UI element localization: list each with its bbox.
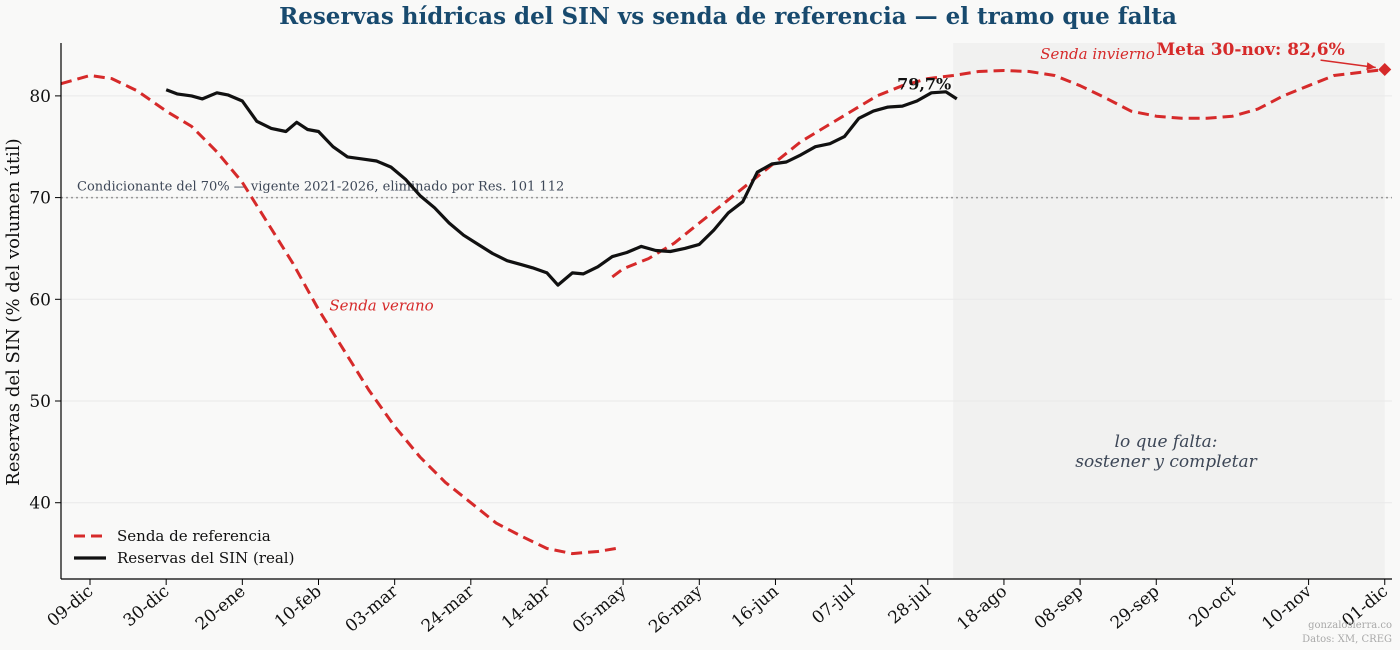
credit-site: gonzalosierra.co xyxy=(1308,620,1392,631)
last-value-label: 79,7% xyxy=(897,75,951,94)
series-reservas-sin-real-line xyxy=(165,88,958,287)
credit-source: Datos: XM, CREG xyxy=(1302,634,1392,645)
y-tick-label-60: 60 xyxy=(29,290,51,310)
senda-verano-label: Senda verano xyxy=(329,296,433,314)
senda-segment-2 xyxy=(611,67,1385,279)
senda-segment-1 xyxy=(60,74,617,556)
legend: Senda de referencia Reservas del SIN (re… xyxy=(74,527,294,567)
threshold-70-label: Condicionante del 70% — vigente 2021-202… xyxy=(77,180,564,195)
y-tick-label-50: 50 xyxy=(29,392,51,412)
gap-annotation-line2: sostener y completar xyxy=(1075,452,1257,472)
legend-label-senda: Senda de referencia xyxy=(117,527,271,545)
y-tick-label-80: 80 xyxy=(29,87,51,107)
chart-title: Reservas hídricas del SIN vs senda de re… xyxy=(279,3,1177,30)
y-tick-label-40: 40 xyxy=(29,494,51,514)
senda-invierno-label: Senda invierno xyxy=(1040,45,1155,63)
remaining-period-shade xyxy=(953,43,1385,579)
meta-label: Meta 30-nov: 82,6% xyxy=(1156,40,1344,60)
y-axis-ticks: 40 50 60 70 80 xyxy=(29,87,61,514)
series-senda-de-referencia xyxy=(60,67,1385,556)
meta-marker-diamond xyxy=(1378,62,1392,76)
meta-arrowhead xyxy=(1366,62,1376,71)
y-tick-label-70: 70 xyxy=(29,189,51,209)
y-axis-label: Reservas del SIN (% del volumen útil) xyxy=(3,138,24,485)
gap-annotation-line1: lo que falta: xyxy=(1115,432,1218,452)
meta-arrow xyxy=(1320,59,1376,69)
legend-label-real: Reservas del SIN (real) xyxy=(117,549,294,567)
